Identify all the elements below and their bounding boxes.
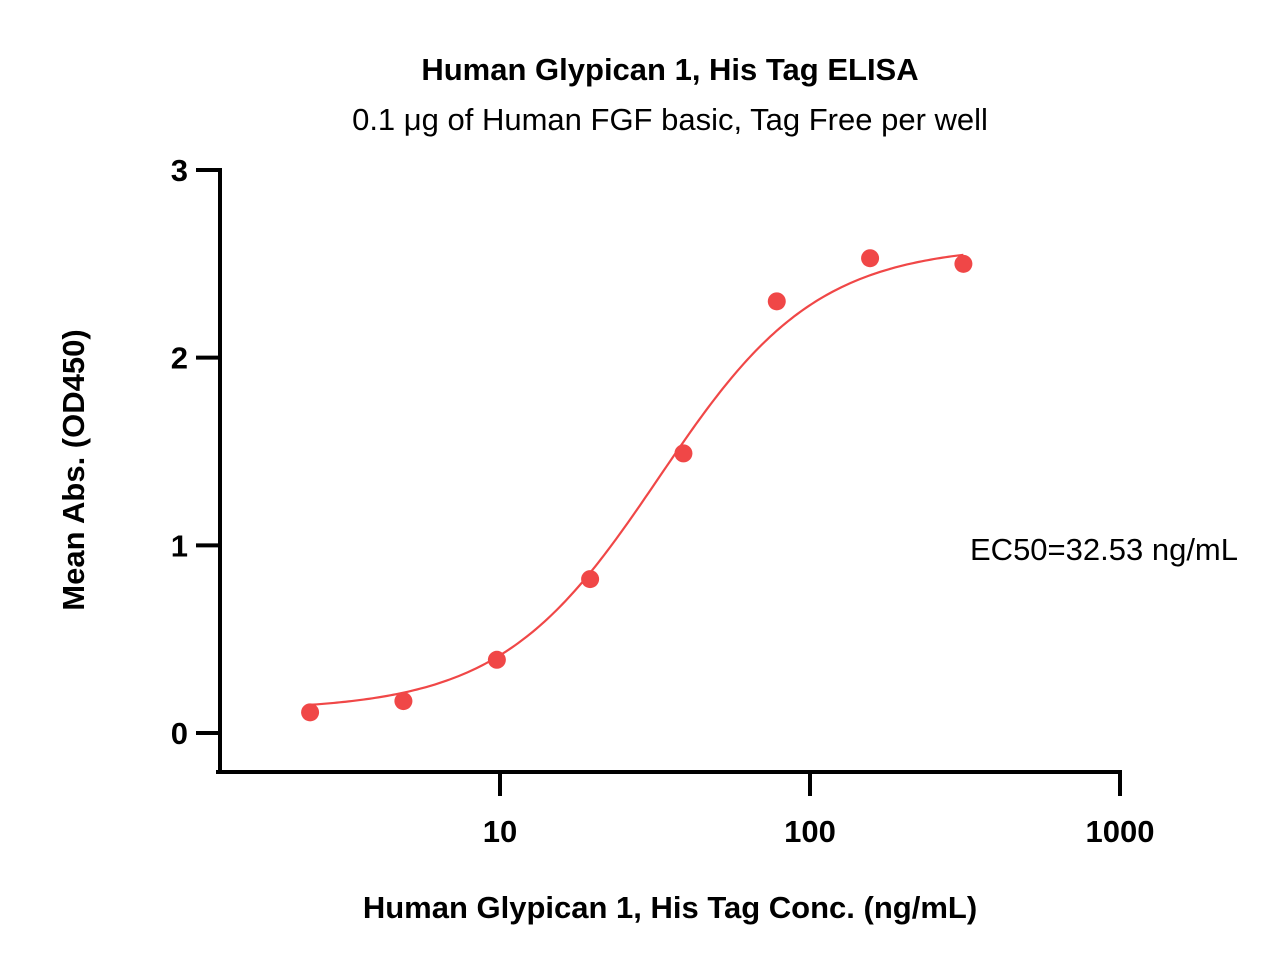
y-tick-label: 1 bbox=[171, 528, 188, 563]
data-point bbox=[861, 249, 880, 268]
data-point bbox=[487, 650, 506, 669]
ec50-annotation: EC50=32.53 ng/mL bbox=[970, 532, 1238, 567]
x-axis: 10 100 1000 bbox=[216, 770, 1155, 849]
fit-curve-group bbox=[310, 253, 964, 706]
data-point bbox=[394, 692, 413, 711]
chart-title: Human Glypican 1, His Tag ELISA bbox=[421, 52, 918, 87]
data-points bbox=[301, 249, 973, 722]
x-tick-label: 10 bbox=[483, 814, 517, 849]
y-tick-label: 3 bbox=[171, 153, 188, 188]
data-point bbox=[674, 444, 693, 463]
data-point bbox=[954, 254, 973, 273]
x-tick-label: 1000 bbox=[1086, 814, 1155, 849]
chart-subtitle: 0.1 μg of Human FGF basic, Tag Free per … bbox=[352, 102, 988, 137]
y-axis: 0 1 2 3 bbox=[171, 153, 222, 774]
fit-curve bbox=[310, 253, 964, 706]
data-point bbox=[581, 570, 600, 589]
x-axis-label: Human Glypican 1, His Tag Conc. (ng/mL) bbox=[363, 890, 977, 925]
y-tick-label: 2 bbox=[171, 341, 188, 376]
data-point bbox=[301, 703, 320, 722]
y-tick-label: 0 bbox=[171, 716, 188, 751]
x-tick-label: 100 bbox=[784, 814, 836, 849]
y-axis-label: Mean Abs. (OD450) bbox=[56, 329, 91, 610]
data-point bbox=[767, 292, 786, 311]
